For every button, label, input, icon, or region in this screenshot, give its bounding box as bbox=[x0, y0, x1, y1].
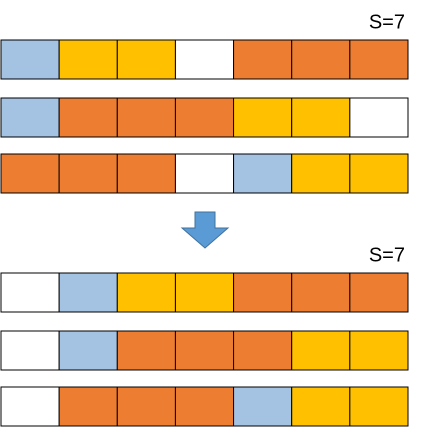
cell bbox=[291, 39, 351, 80]
cell bbox=[349, 153, 409, 194]
cell bbox=[116, 272, 176, 313]
cell bbox=[116, 386, 176, 427]
cell bbox=[174, 39, 235, 80]
cell bbox=[349, 386, 409, 427]
cell bbox=[58, 386, 118, 427]
cell bbox=[174, 386, 235, 427]
cell bbox=[0, 386, 60, 427]
cell bbox=[174, 153, 235, 194]
cell bbox=[116, 39, 176, 80]
cell bbox=[174, 97, 235, 138]
cell bbox=[291, 97, 351, 138]
cell bbox=[174, 272, 235, 313]
cell bbox=[233, 39, 293, 80]
cell bbox=[0, 153, 60, 194]
cell bbox=[349, 272, 409, 313]
arrow bbox=[180, 211, 230, 249]
cell bbox=[233, 272, 293, 313]
cell bbox=[233, 153, 293, 194]
cell bbox=[291, 272, 351, 313]
group-label: S=7 bbox=[369, 11, 405, 33]
cell bbox=[0, 39, 60, 80]
cell bbox=[58, 272, 118, 313]
cell bbox=[58, 153, 118, 194]
cell bbox=[349, 330, 409, 371]
cell bbox=[233, 386, 293, 427]
cell bbox=[174, 330, 235, 371]
cell bbox=[0, 97, 60, 138]
cell bbox=[291, 330, 351, 371]
cell bbox=[291, 153, 351, 194]
cell bbox=[233, 97, 293, 138]
cell bbox=[349, 39, 409, 80]
cell bbox=[0, 330, 60, 371]
cell bbox=[58, 330, 118, 371]
cell bbox=[116, 153, 176, 194]
group-label: S=7 bbox=[369, 244, 405, 266]
cell bbox=[291, 386, 351, 427]
cell bbox=[0, 272, 60, 313]
cell bbox=[233, 330, 293, 371]
cell bbox=[58, 97, 118, 138]
cell bbox=[116, 330, 176, 371]
cell bbox=[116, 97, 176, 138]
cell bbox=[58, 39, 118, 80]
cell bbox=[349, 97, 409, 138]
